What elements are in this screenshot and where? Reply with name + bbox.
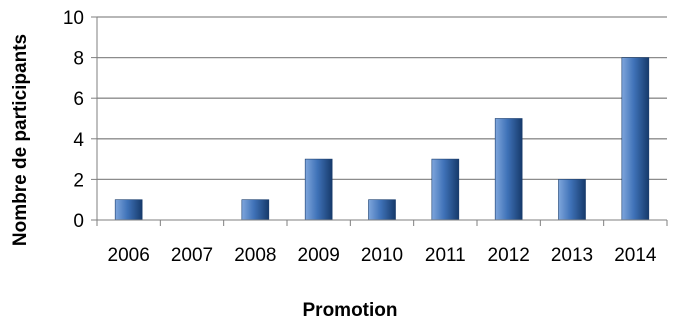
x-tick-label: 2009 bbox=[298, 245, 340, 266]
bar-2012 bbox=[494, 118, 523, 221]
bar-2010 bbox=[368, 199, 396, 221]
bar-2006 bbox=[114, 199, 143, 221]
x-tick-label: 2012 bbox=[488, 245, 530, 266]
x-tick-label: 2010 bbox=[361, 245, 403, 266]
bar-2008 bbox=[241, 199, 270, 221]
x-tick-label: 2014 bbox=[614, 245, 657, 266]
y-tick-label: 6 bbox=[73, 89, 84, 110]
y-tick-label: 8 bbox=[73, 49, 84, 70]
x-tick-label: 2011 bbox=[425, 245, 466, 266]
y-tick-label: 0 bbox=[73, 211, 84, 232]
bar-2009 bbox=[304, 158, 333, 221]
x-tick-label: 2008 bbox=[234, 245, 276, 266]
x-tick-labels: 2006 2007 2008 2009 2010 2011 2012 2013 2014 bbox=[108, 245, 657, 266]
bars bbox=[114, 57, 650, 221]
y-tick-label: 4 bbox=[73, 130, 84, 151]
bar-2011 bbox=[431, 158, 460, 221]
x-tick-label: 2013 bbox=[551, 245, 593, 266]
axes bbox=[96, 17, 668, 226]
x-axis-title: Promotion bbox=[303, 300, 398, 320]
x-tick-label: 2006 bbox=[108, 245, 150, 266]
y-tick-label: 2 bbox=[73, 170, 84, 191]
bar-2014 bbox=[621, 57, 650, 221]
bar-2013 bbox=[558, 179, 586, 221]
y-tick-label: 10 bbox=[63, 8, 84, 29]
y-tick-labels: 0 2 4 6 8 10 bbox=[63, 8, 85, 232]
y-axis-title: Nombre de participants bbox=[10, 34, 31, 246]
x-tick-label: 2007 bbox=[171, 245, 213, 266]
